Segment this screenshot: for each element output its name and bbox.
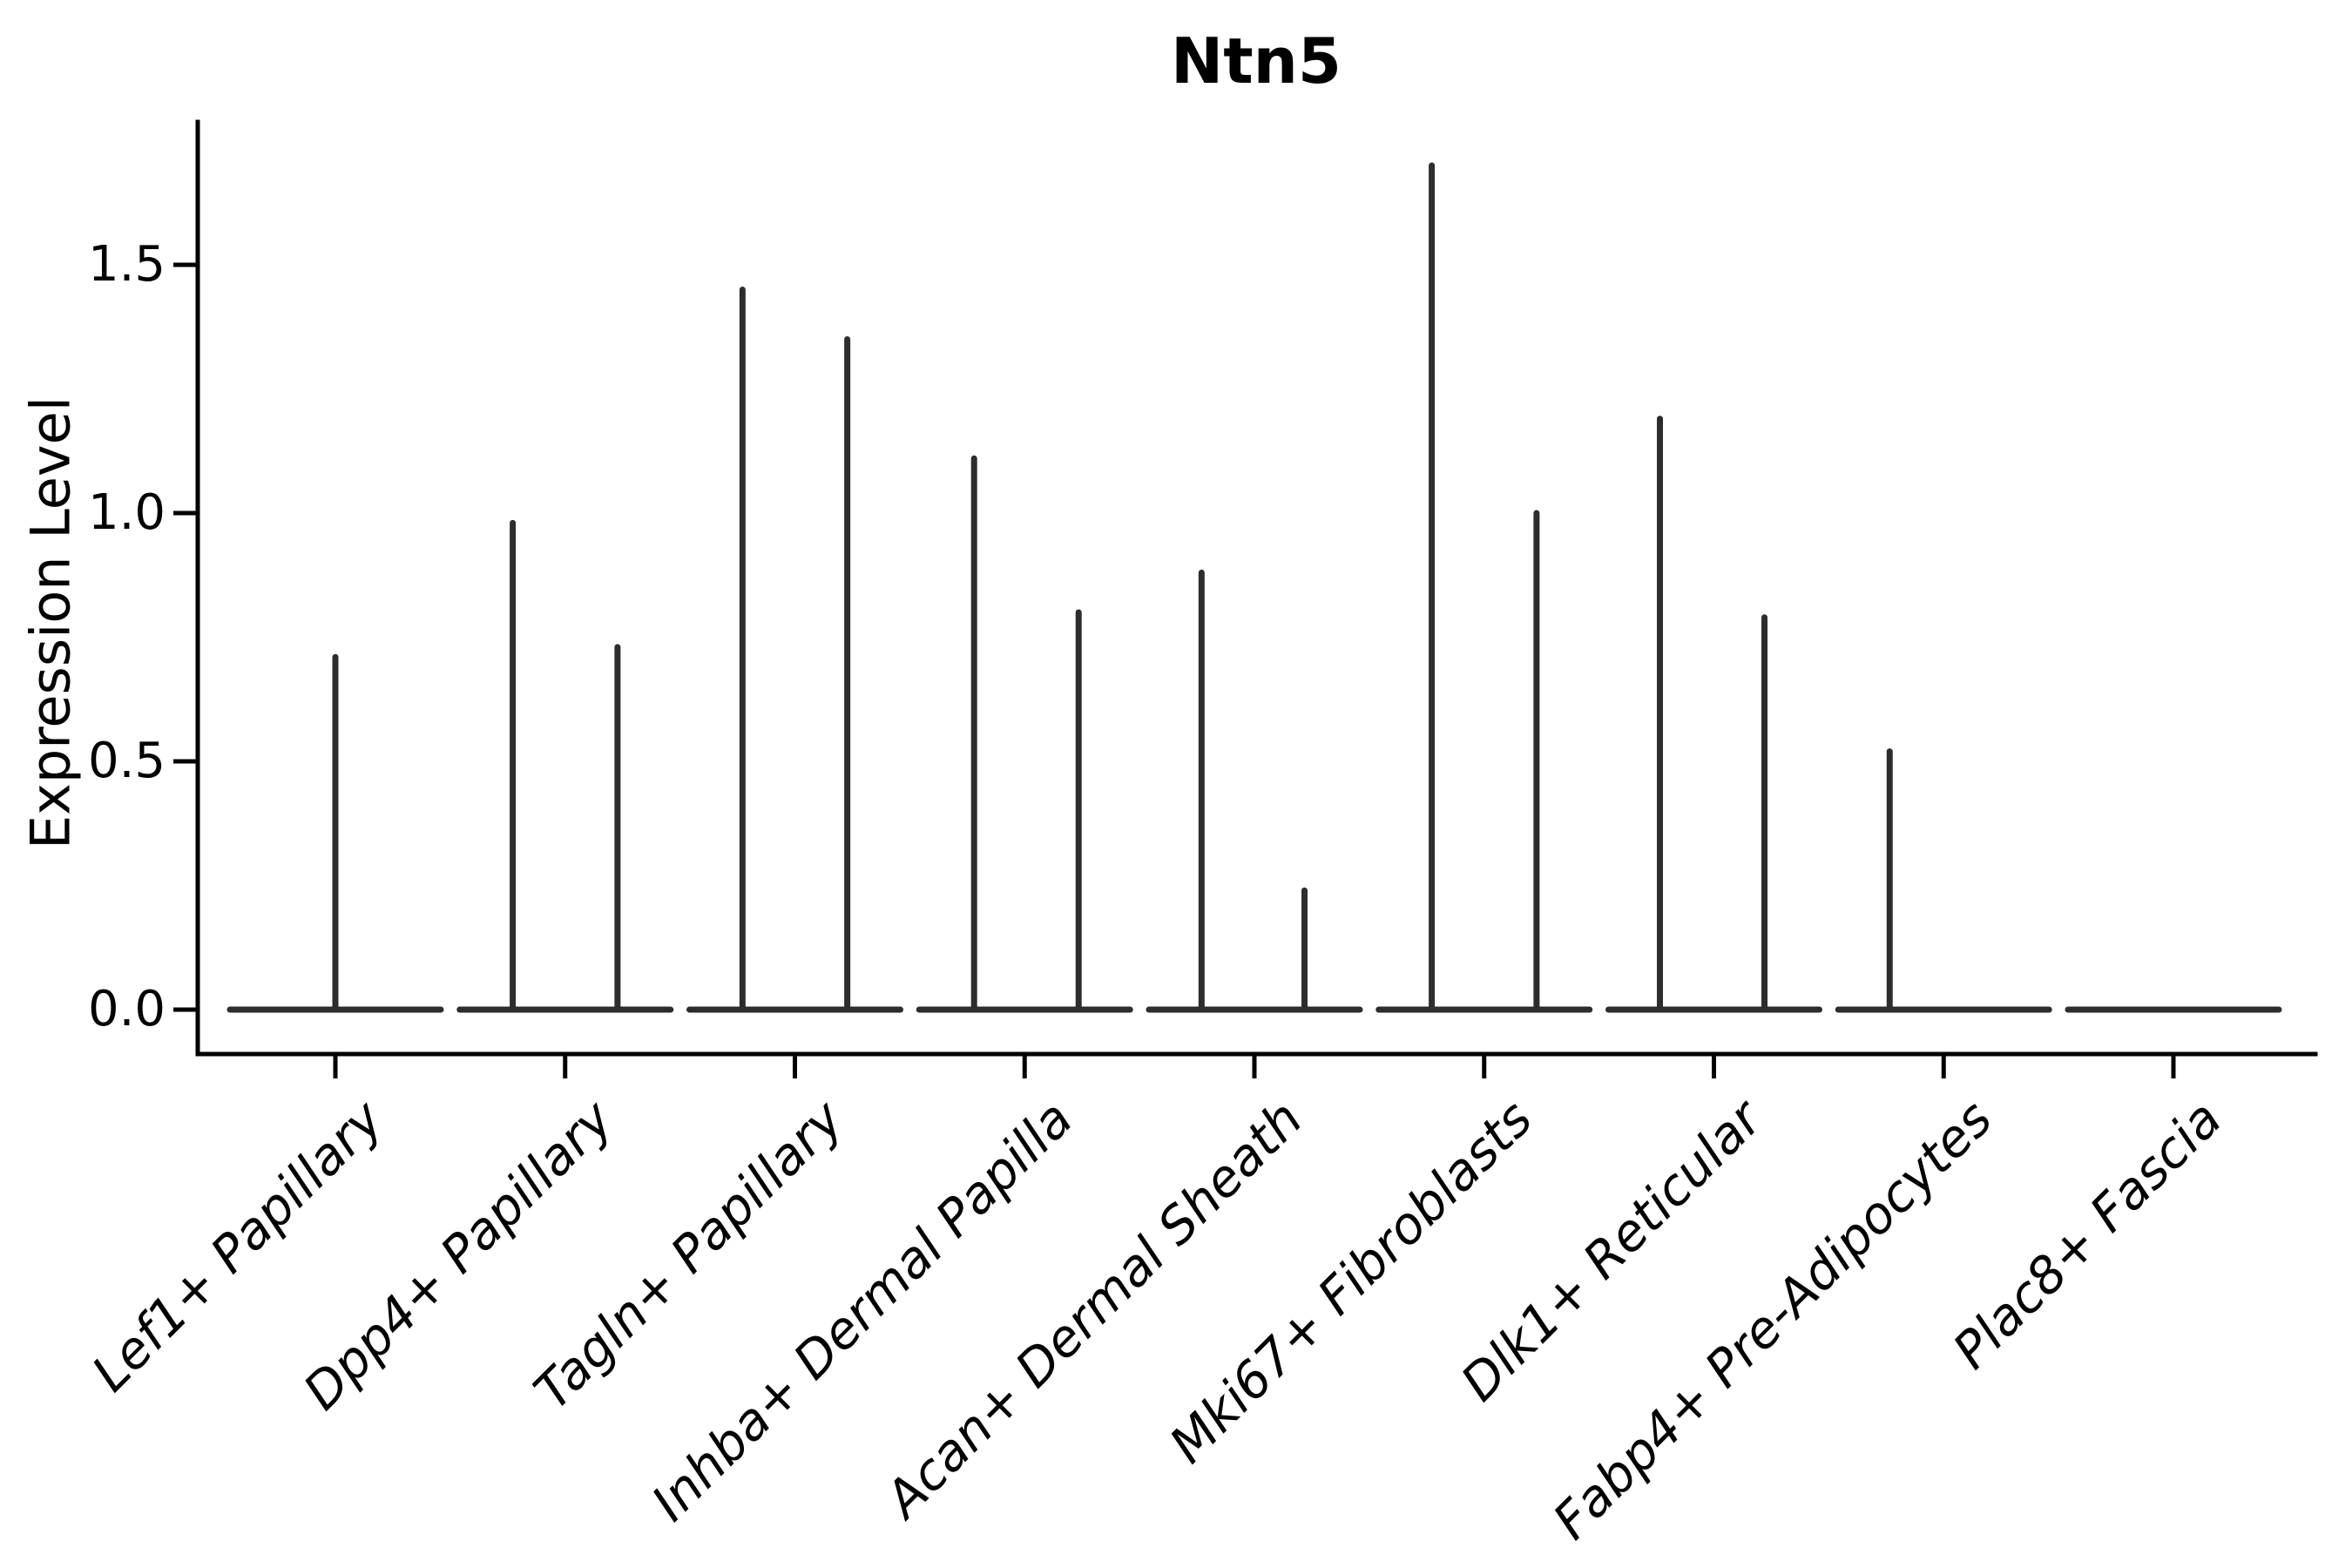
y-tick-label: 1.5 — [87, 236, 166, 293]
chart-title: Ntn5 — [1170, 24, 1342, 98]
y-tick-label: 1.0 — [87, 484, 166, 541]
y-tick-label: 0.5 — [87, 733, 166, 789]
y-tick-label: 0.0 — [87, 981, 166, 1037]
